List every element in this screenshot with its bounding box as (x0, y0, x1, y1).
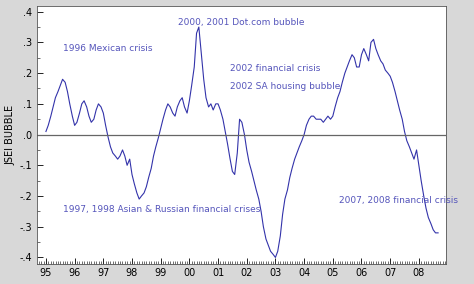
Text: 1997, 1998 Asian & Russian financial crises: 1997, 1998 Asian & Russian financial cri… (63, 205, 261, 214)
Y-axis label: JSEI BUBBLE: JSEI BUBBLE (6, 105, 16, 165)
Text: 2002 financial crisis: 2002 financial crisis (229, 64, 320, 73)
Text: 2002 SA housing bubble: 2002 SA housing bubble (229, 82, 340, 91)
Text: 2000, 2001 Dot.com bubble: 2000, 2001 Dot.com bubble (178, 18, 304, 27)
Text: 1996 Mexican crisis: 1996 Mexican crisis (63, 44, 153, 53)
Text: 2007, 2008 financial crisis: 2007, 2008 financial crisis (338, 196, 457, 205)
